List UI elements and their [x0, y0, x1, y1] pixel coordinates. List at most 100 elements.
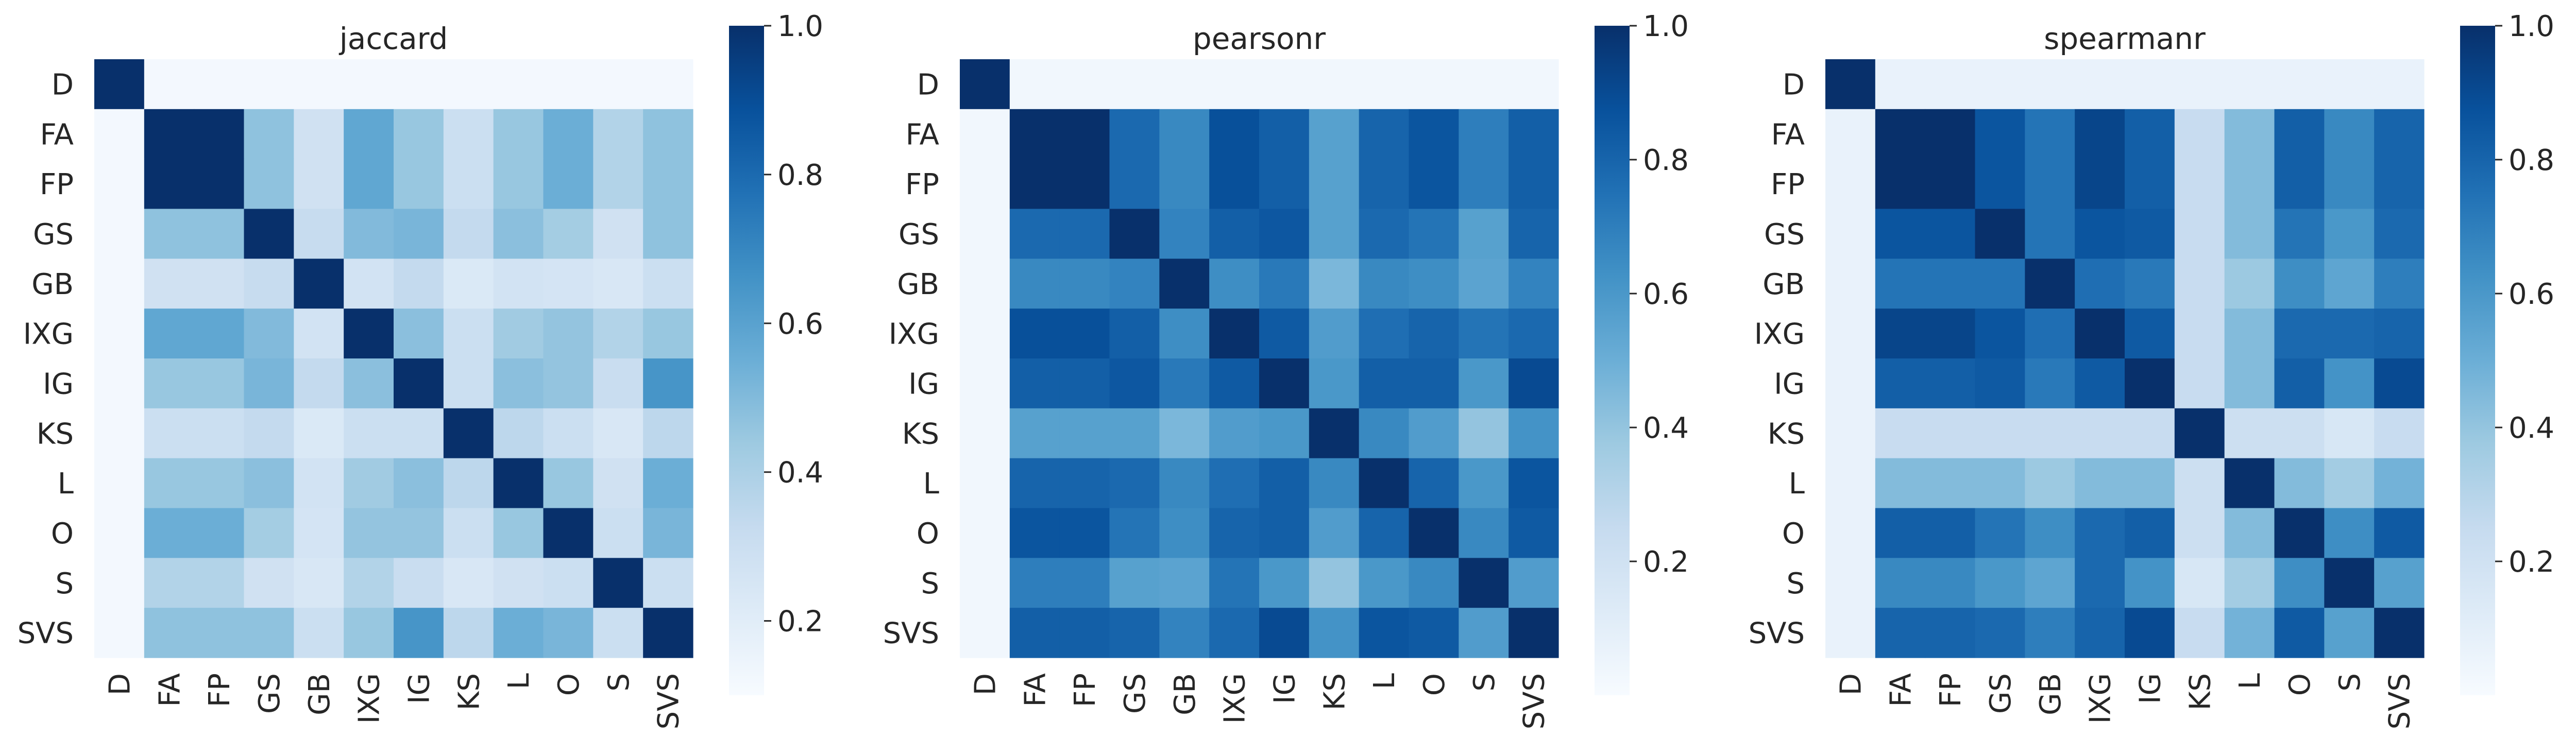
- heatmap-cell: [2075, 209, 2125, 259]
- heatmap-cell: [1159, 309, 1210, 359]
- heatmap-cell: [1159, 458, 1210, 509]
- heatmap-cell: [1259, 59, 1310, 110]
- heatmap-cell: [1459, 59, 1509, 110]
- heatmap-cell: [94, 608, 145, 658]
- heatmap-cell: [1825, 209, 1876, 259]
- heatmap-cell: [1109, 159, 1160, 210]
- heatmap-cell: [2025, 309, 2075, 359]
- heatmap-cell: [1509, 159, 1559, 210]
- heatmap-cell: [1409, 209, 1459, 259]
- heatmap-cell: [2274, 608, 2325, 658]
- colorbar-ticks: 0.2 0.4 0.6 0.8 1.0: [2495, 10, 2554, 579]
- y-tick-label: IG: [1774, 367, 1805, 401]
- heatmap-cell: [394, 109, 444, 160]
- heatmap-cell: [2174, 209, 2225, 259]
- heatmap-cell: [1509, 309, 1559, 359]
- heatmap-cell: [2174, 259, 2225, 309]
- heatmap-cell: [1825, 508, 1876, 558]
- x-tick-labels: D FA FP GS GB IXG IG KS L O S SVS: [1834, 673, 2416, 729]
- panel-title: jaccard: [338, 21, 448, 56]
- heatmap-cell: [1975, 558, 2025, 608]
- heatmap-cell: [144, 558, 195, 608]
- panel-title: spearmanr: [2044, 21, 2206, 56]
- heatmap-cell: [244, 558, 294, 608]
- heatmap-cell: [194, 259, 245, 309]
- heatmap-cell: [1359, 558, 1410, 608]
- heatmap-cell: [1875, 558, 1926, 608]
- heatmap-cell: [2025, 508, 2075, 558]
- heatmap-cell: [2025, 408, 2075, 459]
- heatmap-cell: [2174, 608, 2225, 658]
- heatmap-cell: [543, 159, 594, 210]
- heatmap-cell: [960, 109, 1010, 160]
- heatmap-cell: [394, 508, 444, 558]
- heatmap-cell: [1259, 309, 1310, 359]
- y-tick-label: S: [55, 567, 74, 601]
- heatmap-cell: [1459, 109, 1509, 160]
- heatmap-cell: [643, 309, 693, 359]
- y-tick-label: O: [1782, 517, 1805, 551]
- y-tick-label: GS: [33, 218, 74, 251]
- heatmap-cell: [94, 458, 145, 509]
- heatmap-cell: [1259, 508, 1310, 558]
- heatmap-cell: [1309, 309, 1360, 359]
- heatmap-cell: [2324, 508, 2375, 558]
- heatmap-cell: [543, 558, 594, 608]
- heatmap-cell: [194, 508, 245, 558]
- colorbar-tick-label: 1.0: [777, 10, 823, 43]
- heatmap-cell: [643, 159, 693, 210]
- y-tick-label: GB: [897, 268, 939, 301]
- heatmap-cell: [1825, 358, 1876, 409]
- heatmap-cell: [1109, 408, 1160, 459]
- heatmap-cell: [2224, 109, 2275, 160]
- heatmap-cell: [1059, 408, 1110, 459]
- y-tick-label: FA: [1771, 118, 1805, 151]
- x-tick-label: IG: [402, 673, 436, 704]
- heatmap-cell: [543, 309, 594, 359]
- x-tick-label: S: [2333, 673, 2367, 692]
- heatmap-cell: [1925, 458, 1976, 509]
- heatmap-cell: [443, 408, 494, 459]
- heatmap-cell: [94, 358, 145, 409]
- y-tick-label: IXG: [889, 318, 939, 351]
- heatmap-cell: [1409, 458, 1459, 509]
- heatmap-cell: [344, 259, 394, 309]
- heatmap-cell: [1825, 259, 1876, 309]
- heatmap-cell: [1509, 209, 1559, 259]
- heatmap-cell: [1409, 309, 1459, 359]
- heatmap-cell: [194, 309, 245, 359]
- heatmap-cell: [2324, 59, 2375, 110]
- heatmap-cell: [493, 558, 544, 608]
- heatmap-cell: [2025, 608, 2075, 658]
- heatmap-cell: [1159, 408, 1210, 459]
- heatmap-cell: [1209, 159, 1260, 210]
- heatmap-cell: [344, 608, 394, 658]
- heatmap-cell: [244, 259, 294, 309]
- heatmap-cell: [194, 458, 245, 509]
- heatmap-cell: [1509, 458, 1559, 509]
- heatmap-cell: [593, 259, 643, 309]
- heatmap-cell: [194, 209, 245, 259]
- heatmap-cell: [344, 408, 394, 459]
- heatmap-cell: [1409, 159, 1459, 210]
- y-tick-label: FP: [1771, 168, 1805, 201]
- heatmap-cell: [1009, 558, 1060, 608]
- y-tick-label: O: [51, 517, 74, 551]
- heatmap-cell: [1509, 358, 1559, 409]
- y-tick-label: GB: [31, 268, 74, 301]
- heatmap-cell: [1509, 259, 1559, 309]
- heatmap-cell: [1459, 508, 1509, 558]
- heatmap-cell: [1359, 458, 1410, 509]
- heatmap-cell: [2025, 558, 2075, 608]
- heatmap-cell: [144, 608, 195, 658]
- heatmap-cell: [2224, 59, 2275, 110]
- heatmap-cell: [1409, 608, 1459, 658]
- heatmap-cell: [1159, 608, 1210, 658]
- heatmap-cell: [493, 159, 544, 210]
- heatmap-cell: [144, 259, 195, 309]
- heatmap-cell: [643, 558, 693, 608]
- heatmap-cell: [1159, 558, 1210, 608]
- heatmap-cell: [194, 109, 245, 160]
